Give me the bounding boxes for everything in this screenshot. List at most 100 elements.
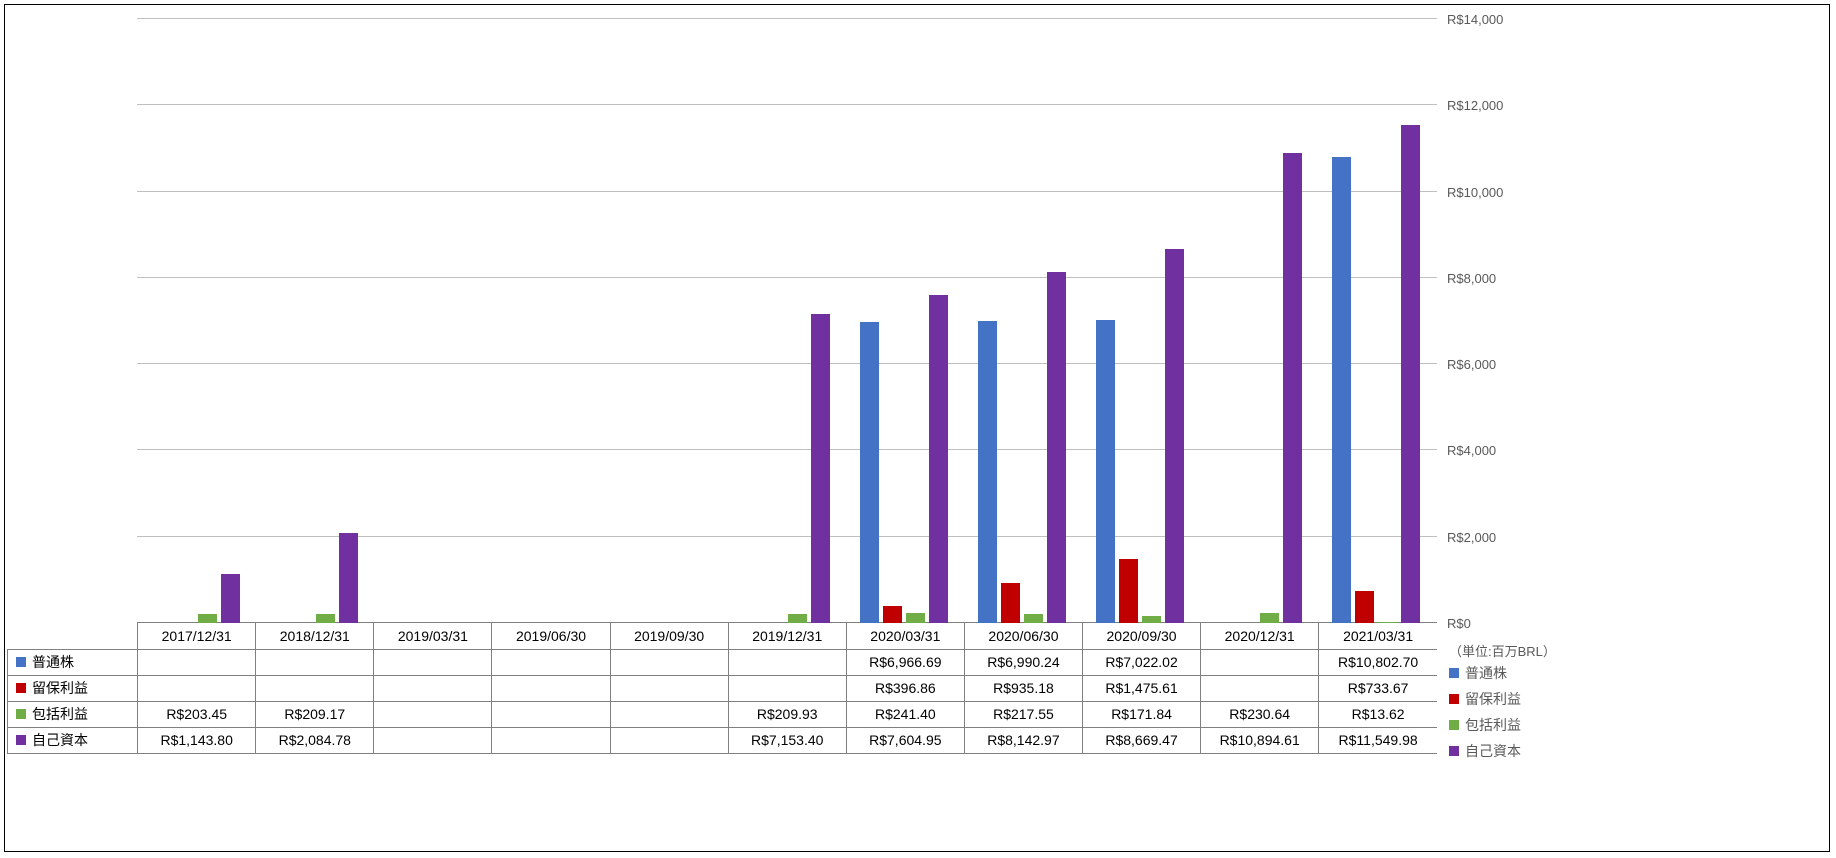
table-cell: [138, 675, 256, 701]
table-row-label: 留保利益: [8, 675, 138, 701]
table-cell: R$209.93: [728, 701, 846, 727]
bar-equity: [221, 574, 240, 623]
bar-equity: [1283, 153, 1302, 623]
legend-swatch: [1449, 668, 1459, 678]
table-col-header: 2019/03/31: [374, 623, 492, 649]
table-cell: [374, 727, 492, 753]
row-label-text: 普通株: [32, 654, 74, 670]
table-cell: R$1,475.61: [1083, 675, 1201, 701]
row-label-text: 留保利益: [32, 680, 88, 696]
table-cell: [492, 675, 610, 701]
table-cell: R$11,549.98: [1319, 727, 1437, 753]
gridline: [137, 277, 1437, 278]
table-col-header: 2020/03/31: [846, 623, 964, 649]
table-cell: R$6,990.24: [964, 649, 1082, 675]
table-cell: [492, 649, 610, 675]
table-cell: [492, 701, 610, 727]
bar-comprehensive_income: [788, 614, 807, 623]
legend-item-comprehensive_income: 包括利益: [1449, 713, 1521, 737]
legend-item-equity: 自己資本: [1449, 739, 1521, 763]
table-cell: R$8,669.47: [1083, 727, 1201, 753]
table-row-label: 自己資本: [8, 727, 138, 753]
table-cell: [374, 675, 492, 701]
bar-comprehensive_income: [1142, 616, 1161, 623]
bar-equity: [929, 295, 948, 623]
bar-equity: [1047, 272, 1066, 623]
row-label-text: 包括利益: [32, 706, 88, 722]
y-tick-label: R$8,000: [1447, 271, 1496, 286]
table-cell: [728, 675, 846, 701]
legend-label: 包括利益: [1465, 715, 1521, 735]
gridline: [137, 449, 1437, 450]
y-tick-label: R$0: [1447, 616, 1471, 631]
legend-swatch: [1449, 746, 1459, 756]
table-col-header: 2018/12/31: [256, 623, 374, 649]
bar-retained_earnings: [1355, 591, 1374, 623]
bar-comprehensive_income: [198, 614, 217, 623]
table-cell: R$1,143.80: [138, 727, 256, 753]
table-cell: R$7,022.02: [1083, 649, 1201, 675]
table-cell: [610, 701, 728, 727]
gridline: [137, 104, 1437, 105]
bar-common_stock: [860, 322, 879, 623]
table-cell: [256, 649, 374, 675]
bar-common_stock: [1332, 157, 1351, 623]
table-cell: [138, 649, 256, 675]
bar-common_stock: [978, 321, 997, 623]
table-cell: R$733.67: [1319, 675, 1437, 701]
table-cell: R$2,084.78: [256, 727, 374, 753]
table-cell: R$8,142.97: [964, 727, 1082, 753]
legend-label: 留保利益: [1465, 689, 1521, 709]
gridline: [137, 191, 1437, 192]
bar-equity: [811, 314, 830, 623]
table-cell: R$241.40: [846, 701, 964, 727]
bar-retained_earnings: [1001, 583, 1020, 623]
legend-item-retained_earnings: 留保利益: [1449, 687, 1521, 711]
table-header-row: 2017/12/312018/12/312019/03/312019/06/30…: [8, 623, 1438, 649]
gridline: [137, 363, 1437, 364]
data-table: 2017/12/312018/12/312019/03/312019/06/30…: [7, 623, 1437, 754]
bar-comprehensive_income: [1024, 614, 1043, 623]
bar-retained_earnings: [1119, 559, 1138, 623]
y-tick-label: R$14,000: [1447, 12, 1503, 27]
bar-equity: [1165, 249, 1184, 623]
table-cell: [610, 649, 728, 675]
row-swatch: [16, 709, 26, 719]
table-row: 自己資本R$1,143.80R$2,084.78R$7,153.40R$7,60…: [8, 727, 1438, 753]
table-cell: R$209.17: [256, 701, 374, 727]
table-cell: R$230.64: [1201, 701, 1319, 727]
chart-container: R$0R$2,000R$4,000R$6,000R$8,000R$10,000R…: [4, 4, 1830, 852]
table-cell: R$10,894.61: [1201, 727, 1319, 753]
table-cell: [374, 649, 492, 675]
bar-comprehensive_income: [1260, 613, 1279, 623]
table-cell: [374, 701, 492, 727]
table-cell: [1201, 675, 1319, 701]
table-col-header: 2020/09/30: [1083, 623, 1201, 649]
table-cell: R$217.55: [964, 701, 1082, 727]
table-cell: [610, 727, 728, 753]
table-row-label: 普通株: [8, 649, 138, 675]
table-cell: R$6,966.69: [846, 649, 964, 675]
bar-equity: [339, 533, 358, 623]
row-label-text: 自己資本: [32, 732, 88, 748]
table-corner: [8, 623, 138, 649]
y-tick-label: R$4,000: [1447, 443, 1496, 458]
legend: 普通株留保利益包括利益自己資本: [1449, 661, 1521, 765]
bar-retained_earnings: [883, 606, 902, 623]
table-cell: [728, 649, 846, 675]
y-tick-label: R$12,000: [1447, 98, 1503, 113]
table-cell: [610, 675, 728, 701]
table-cell: R$10,802.70: [1319, 649, 1437, 675]
table-cell: [1201, 649, 1319, 675]
table-col-header: 2020/12/31: [1201, 623, 1319, 649]
table-col-header: 2019/09/30: [610, 623, 728, 649]
y-tick-label: R$6,000: [1447, 357, 1496, 372]
table-cell: R$935.18: [964, 675, 1082, 701]
table-row: 留保利益R$396.86R$935.18R$1,475.61R$733.67: [8, 675, 1438, 701]
table-col-header: 2020/06/30: [964, 623, 1082, 649]
table-col-header: 2019/06/30: [492, 623, 610, 649]
gridline: [137, 536, 1437, 537]
legend-item-common_stock: 普通株: [1449, 661, 1521, 685]
table-col-header: 2017/12/31: [138, 623, 256, 649]
row-swatch: [16, 735, 26, 745]
